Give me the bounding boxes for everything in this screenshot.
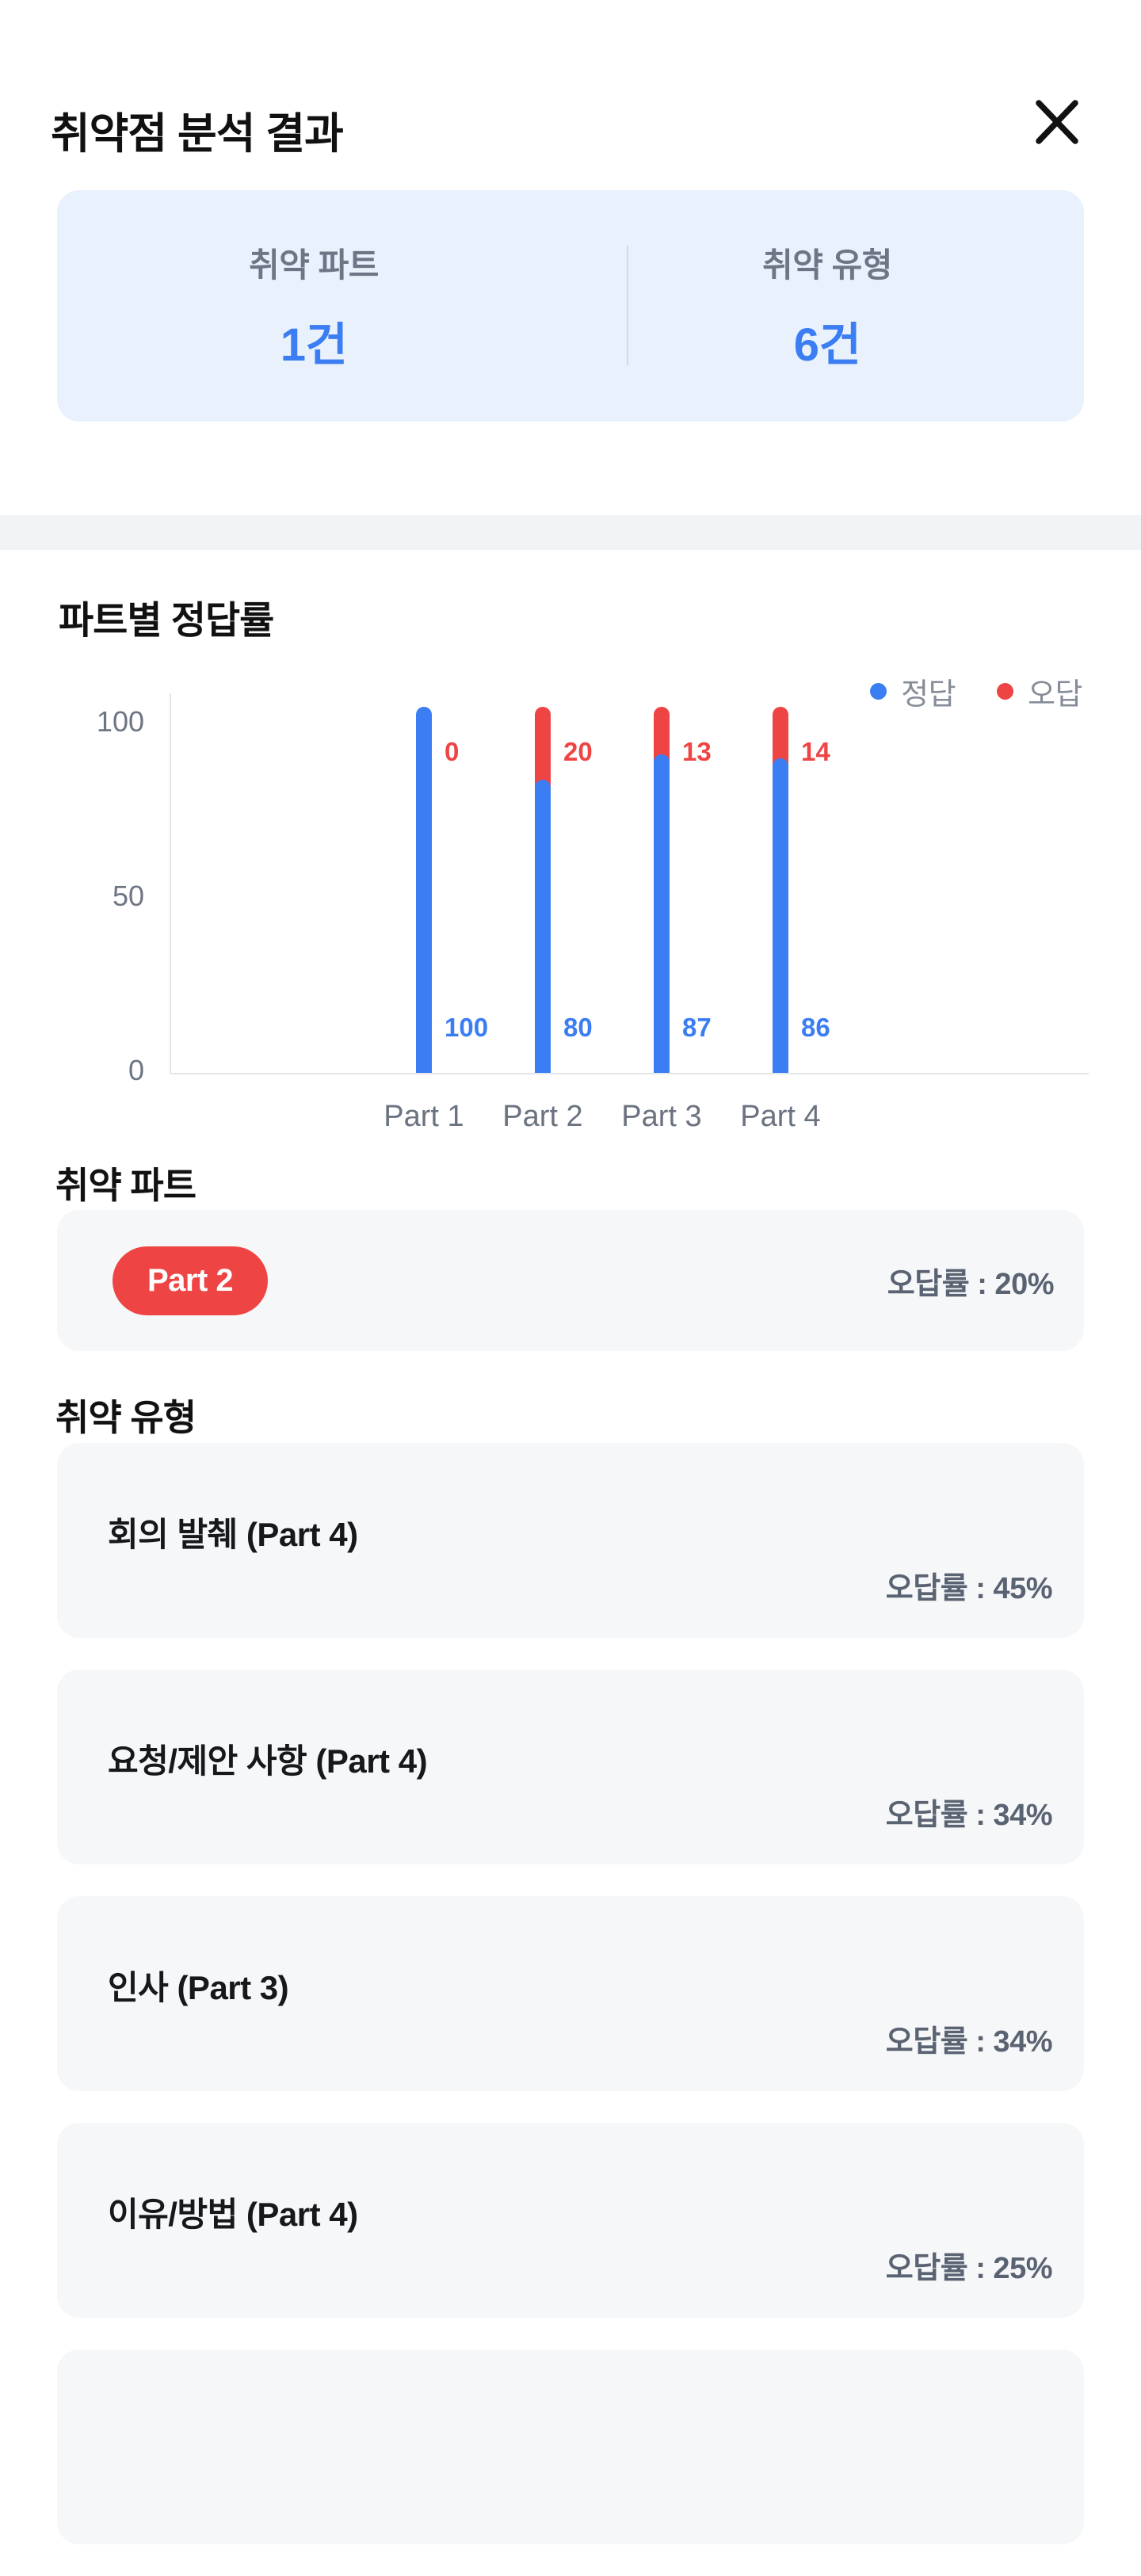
summary-weak-type: 취약 유형 6건 — [570, 239, 1084, 374]
summary-divider — [627, 246, 628, 366]
legend-label: 오답 — [1028, 678, 1082, 712]
error-rate-label: 오답률 : 45% — [885, 1572, 1053, 1605]
legend-label: 정답 — [901, 678, 956, 712]
x-axis-line — [170, 1073, 1089, 1074]
bar-value-correct: 80 — [563, 1013, 593, 1042]
bar-value-wrong: 14 — [801, 737, 830, 766]
weak-type-title: 회의 발췌 (Part 4) — [108, 1516, 358, 1553]
bar-value-correct: 100 — [445, 1013, 489, 1042]
bar-segment-wrong — [654, 707, 670, 765]
summary-label: 취약 유형 — [762, 246, 892, 284]
close-button[interactable] — [1028, 93, 1086, 151]
error-rate-label: 오답률 : 25% — [885, 2252, 1053, 2285]
weak-type-card[interactable]: 요청/제안 사항 (Part 4) 오답률 : 34% — [57, 1670, 1084, 1864]
legend-dot-red-icon — [997, 683, 1014, 700]
bar-segment-correct — [535, 780, 551, 1073]
bar-segment-correct — [416, 707, 432, 1073]
legend-item-correct: 정답 — [870, 670, 956, 713]
bar-segment-wrong — [773, 707, 788, 768]
weak-type-heading: 취약 유형 — [55, 1397, 197, 1438]
weak-type-card[interactable]: 이유/방법 (Part 4) 오답률 : 25% — [57, 2123, 1084, 2318]
part-badge: Part 2 — [113, 1246, 269, 1315]
weak-type-card[interactable]: 회의 발췌 (Part 4) 오답률 : 45% — [57, 1443, 1084, 1638]
x-axis-category-label: Part 1 — [384, 1100, 464, 1133]
bar-value-wrong: 13 — [682, 737, 712, 766]
weak-type-card-partial[interactable] — [57, 2349, 1084, 2544]
bar-segment-correct — [773, 758, 788, 1073]
summary-value: 1건 — [280, 319, 348, 371]
chart-legend: 정답 오답 — [870, 670, 1082, 713]
section-divider-strip — [0, 515, 1141, 550]
bar-segment-wrong — [535, 707, 551, 790]
y-axis-tick-label: 100 — [96, 705, 144, 738]
summary-value: 6건 — [793, 319, 861, 371]
bar-value-wrong: 0 — [445, 737, 460, 766]
weak-part-card[interactable]: Part 2 오답률 : 20% — [57, 1210, 1084, 1351]
bar-segment-correct — [654, 754, 670, 1073]
y-axis-tick-label: 0 — [128, 1054, 144, 1086]
x-axis-category-label: Part 4 — [740, 1100, 821, 1133]
summary-label: 취약 파트 — [249, 246, 379, 284]
page-title: 취약점 분석 결과 — [51, 110, 344, 158]
error-rate-label: 오답률 : 34% — [885, 2025, 1053, 2059]
error-rate-label: 오답률 : 34% — [885, 1799, 1053, 1832]
bar-value-wrong: 20 — [563, 737, 593, 766]
bar-chart: 0 50 100 0 100 Part 1 20 80 Part 2 13 87 Part 3 14 86… — [0, 674, 1141, 1149]
legend-dot-blue-icon — [870, 683, 887, 700]
x-axis-category-label: Part 3 — [621, 1100, 702, 1133]
bar-value-correct: 87 — [682, 1013, 712, 1042]
x-axis-category-label: Part 2 — [502, 1100, 583, 1133]
weak-type-card[interactable]: 인사 (Part 3) 오답률 : 34% — [57, 1896, 1084, 2091]
weak-part-heading: 취약 파트 — [55, 1165, 197, 1206]
weak-type-title: 요청/제안 사항 (Part 4) — [108, 1742, 428, 1780]
weak-type-list: 회의 발췌 (Part 4) 오답률 : 45% 요청/제안 사항 (Part 4)… — [57, 1443, 1084, 2576]
error-rate-label: 오답률 : 20% — [887, 1267, 1055, 1301]
legend-item-wrong: 오답 — [997, 670, 1082, 713]
y-axis-line — [170, 693, 171, 1073]
summary-weak-part: 취약 파트 1건 — [57, 239, 570, 374]
y-axis-tick-label: 50 — [112, 880, 144, 912]
close-icon — [1033, 96, 1081, 148]
weak-type-title: 이유/방법 (Part 4) — [108, 2196, 358, 2233]
bar-value-correct: 86 — [801, 1013, 830, 1042]
weakness-analysis-modal: { "header": { "title": "취약점 분석 결과" }, "s… — [0, 93, 1141, 2285]
weak-type-title: 인사 (Part 3) — [108, 1969, 289, 2006]
summary-card: 취약 파트 1건 취약 유형 6건 — [57, 190, 1084, 422]
chart-title: 파트별 정답률 — [59, 600, 274, 642]
